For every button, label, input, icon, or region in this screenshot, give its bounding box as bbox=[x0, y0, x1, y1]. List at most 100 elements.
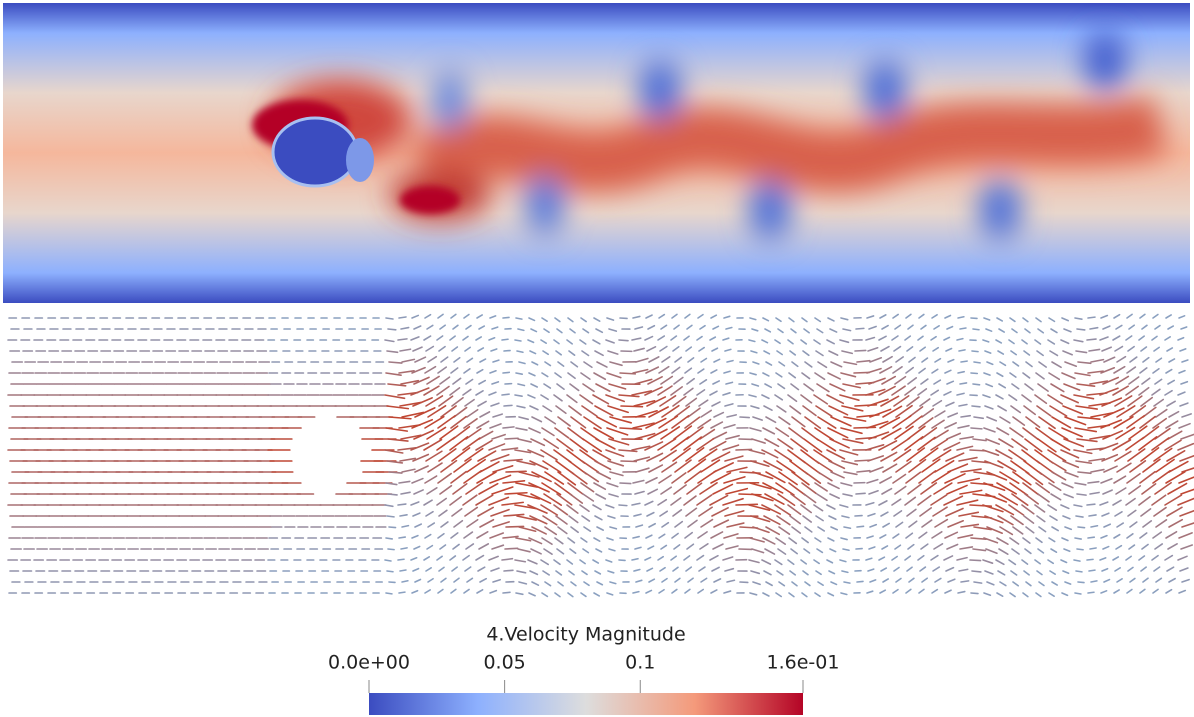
vector bbox=[956, 392, 965, 396]
vector bbox=[997, 405, 1007, 412]
vector bbox=[1177, 442, 1194, 451]
vector bbox=[891, 555, 898, 561]
vector bbox=[958, 403, 968, 407]
vector bbox=[1063, 328, 1072, 333]
vector bbox=[726, 466, 748, 473]
vector bbox=[658, 533, 666, 539]
vector bbox=[414, 465, 429, 473]
vector bbox=[1177, 391, 1186, 396]
vector bbox=[684, 367, 693, 374]
vector bbox=[985, 493, 1008, 503]
vector bbox=[399, 569, 407, 572]
vector bbox=[504, 491, 528, 495]
vector bbox=[999, 361, 1007, 367]
vector bbox=[1165, 314, 1172, 319]
vector bbox=[1102, 489, 1113, 495]
vector bbox=[1103, 356, 1116, 363]
vector bbox=[659, 449, 677, 462]
vector bbox=[722, 497, 744, 506]
vector bbox=[1151, 554, 1159, 561]
vector bbox=[1077, 581, 1085, 584]
vector bbox=[453, 458, 472, 473]
vector bbox=[856, 469, 871, 473]
vector bbox=[633, 347, 645, 352]
vector bbox=[986, 471, 1008, 481]
vector bbox=[751, 383, 760, 387]
vector bbox=[540, 559, 550, 566]
vector bbox=[596, 526, 604, 531]
vector bbox=[865, 557, 873, 561]
vector bbox=[542, 350, 550, 356]
vector bbox=[501, 447, 519, 451]
vector bbox=[972, 438, 987, 442]
vector bbox=[580, 427, 600, 441]
vector bbox=[1142, 406, 1157, 418]
vector bbox=[1165, 530, 1178, 539]
vector bbox=[878, 335, 887, 341]
vector bbox=[946, 432, 962, 440]
vector bbox=[698, 506, 713, 517]
vector bbox=[596, 471, 612, 480]
vector bbox=[840, 482, 853, 487]
vector bbox=[606, 592, 614, 596]
vector bbox=[856, 525, 865, 528]
vector bbox=[592, 339, 601, 345]
vector bbox=[893, 395, 910, 407]
vector bbox=[710, 589, 718, 594]
vector bbox=[711, 401, 721, 407]
vector bbox=[670, 335, 678, 341]
vector bbox=[1126, 313, 1133, 319]
vector bbox=[960, 360, 968, 363]
vector bbox=[839, 449, 859, 456]
vector bbox=[698, 566, 706, 572]
vector bbox=[427, 577, 434, 583]
vector bbox=[1127, 509, 1137, 517]
vector bbox=[670, 436, 690, 451]
vector bbox=[632, 368, 649, 374]
vector bbox=[817, 416, 837, 429]
vector bbox=[867, 512, 876, 517]
vector bbox=[530, 328, 538, 333]
vector bbox=[516, 405, 526, 409]
vector bbox=[476, 420, 490, 429]
vector bbox=[438, 448, 457, 462]
vector bbox=[607, 405, 629, 414]
vector bbox=[713, 358, 721, 363]
vector bbox=[907, 425, 926, 440]
vector bbox=[1090, 412, 1114, 418]
vector bbox=[1152, 417, 1168, 429]
vector bbox=[828, 515, 837, 521]
vector bbox=[1077, 361, 1092, 365]
vector bbox=[1049, 515, 1058, 522]
vector bbox=[945, 507, 964, 517]
vector bbox=[765, 471, 786, 484]
vector bbox=[1010, 405, 1022, 414]
vector bbox=[631, 502, 641, 506]
vector bbox=[959, 382, 968, 385]
vector bbox=[579, 339, 587, 345]
vector bbox=[814, 537, 822, 543]
vector bbox=[843, 416, 867, 422]
vector bbox=[466, 518, 479, 528]
vector bbox=[673, 484, 687, 495]
vector bbox=[436, 436, 456, 451]
vector bbox=[1051, 416, 1072, 429]
vector bbox=[840, 592, 848, 596]
vector bbox=[531, 471, 552, 483]
vector bbox=[515, 427, 528, 431]
vector bbox=[387, 438, 409, 442]
vector bbox=[556, 328, 563, 334]
vector bbox=[998, 383, 1007, 389]
vector bbox=[633, 399, 656, 407]
colorbar-tick-label: 0.0e+00 bbox=[328, 652, 410, 674]
vector bbox=[775, 317, 782, 323]
vector bbox=[828, 570, 836, 575]
vector bbox=[673, 425, 693, 440]
vector bbox=[1154, 324, 1161, 330]
vector bbox=[894, 324, 902, 330]
vector bbox=[1179, 454, 1194, 462]
vector bbox=[1113, 416, 1134, 429]
vector bbox=[437, 588, 444, 594]
vector bbox=[983, 427, 996, 433]
vector bbox=[1100, 367, 1116, 374]
